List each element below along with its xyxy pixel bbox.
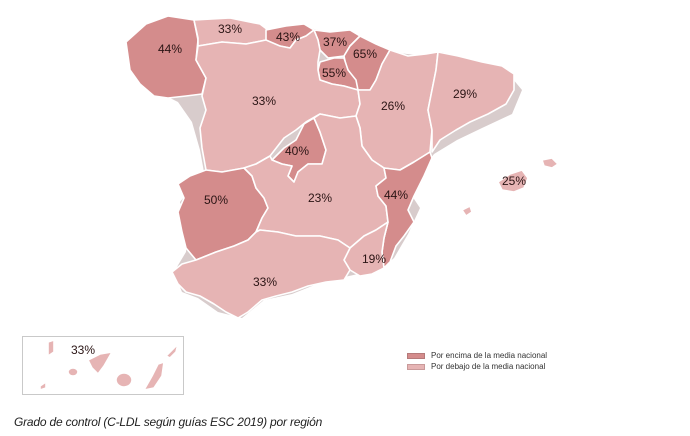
island-la-gomera[interactable]: [67, 367, 79, 377]
island-el-hierro[interactable]: [39, 381, 47, 391]
canarias-islands: [39, 339, 179, 391]
region-baleares-ibiza[interactable]: [461, 205, 473, 217]
label-pais-vasco: 37%: [323, 35, 347, 49]
label-castilla-leon: 33%: [252, 94, 276, 108]
island-la-palma[interactable]: [47, 339, 55, 357]
island-fuerteventura[interactable]: [143, 361, 165, 391]
label-extremadura: 50%: [204, 193, 228, 207]
label-murcia: 19%: [362, 252, 386, 266]
label-aragon: 26%: [381, 99, 405, 113]
label-galicia: 44%: [158, 42, 182, 56]
legend-swatch-below: [407, 363, 425, 370]
label-baleares: 25%: [502, 174, 526, 188]
island-tenerife[interactable]: [87, 351, 113, 375]
label-asturias: 33%: [218, 22, 242, 36]
legend-swatch-above: [407, 352, 425, 359]
legend-item-above: Por encima de la media nacional: [407, 350, 547, 361]
map-caption: Grado de control (C-LDL según guías ESC …: [14, 415, 323, 429]
island-gran-canaria[interactable]: [115, 372, 133, 388]
region-cataluna[interactable]: [427, 51, 515, 153]
legend-label-above: Por encima de la media nacional: [431, 351, 548, 360]
legend-label-below: Por debajo de la media nacional: [431, 362, 546, 371]
legend-item-below: Por debajo de la media nacional: [407, 361, 547, 372]
region-galicia[interactable]: [125, 15, 207, 99]
legend: Por encima de la media nacional Por deba…: [407, 350, 547, 372]
label-valencia: 44%: [384, 188, 408, 202]
label-cantabria: 43%: [276, 30, 300, 44]
canarias-inset-frame: [22, 336, 184, 395]
region-andalucia[interactable]: [171, 229, 351, 319]
label-cataluna: 29%: [453, 87, 477, 101]
label-castilla-la-mancha: 23%: [308, 191, 332, 205]
label-madrid: 40%: [285, 144, 309, 158]
label-la-rioja: 55%: [322, 66, 346, 80]
region-baleares-mallorca[interactable]: [497, 169, 529, 193]
label-canarias: 33%: [71, 343, 95, 357]
region-baleares-menorca[interactable]: [541, 157, 559, 169]
island-lanzarote[interactable]: [165, 343, 179, 359]
label-andalucia: 33%: [253, 275, 277, 289]
label-navarra: 65%: [353, 47, 377, 61]
